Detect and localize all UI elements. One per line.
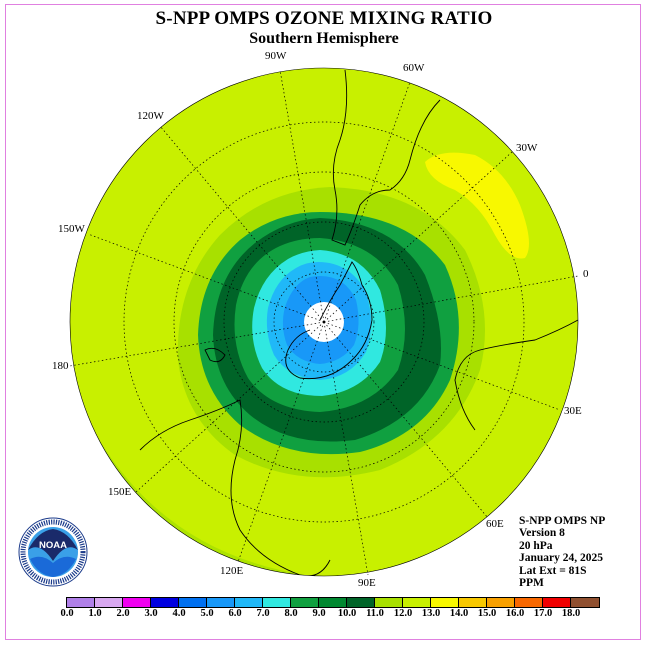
colorbar-tick-label: 12.0 xyxy=(393,608,413,619)
colorbar-cell xyxy=(403,598,431,607)
latitude-circle xyxy=(123,121,525,523)
colorbar-tick-label: 3.0 xyxy=(144,608,158,619)
south-america-coast xyxy=(331,69,441,246)
logo-bird xyxy=(28,529,78,561)
info-version: Version 8 xyxy=(519,527,565,540)
meridian-60w xyxy=(323,81,411,323)
colorbar-cell xyxy=(375,598,403,607)
lon-label-120e: 120E xyxy=(220,565,244,577)
colorbar-tick-label: 8.0 xyxy=(284,608,298,619)
colorbar-cell xyxy=(179,598,207,607)
latitude-circle xyxy=(223,221,425,423)
meridian-90w xyxy=(279,69,325,323)
colorbar-cell xyxy=(319,598,347,607)
meridian-60e xyxy=(323,321,489,519)
colorbar-cell xyxy=(459,598,487,607)
colorbar-cell xyxy=(291,598,319,607)
field-outer-band xyxy=(70,380,578,576)
colorbar-cell xyxy=(571,598,599,607)
lon-label-30e: 30E xyxy=(564,405,582,417)
field-yellow-maximum xyxy=(425,152,529,259)
info-instrument: S-NPP OMPS NP xyxy=(519,515,606,527)
colorbar-cell xyxy=(67,598,95,607)
colorbar-cell xyxy=(431,598,459,607)
colorbar-tick-label: 5.0 xyxy=(200,608,214,619)
map-border xyxy=(69,67,579,577)
colorbar-tick-label: 16.0 xyxy=(505,608,525,619)
colorbar-cell xyxy=(207,598,235,607)
lon-label-150w: 150W xyxy=(58,223,85,235)
lon-label-150e: 150E xyxy=(108,486,132,498)
colorbar-tick-label: 6.0 xyxy=(228,608,242,619)
lon-label-90w: 90W xyxy=(265,50,287,62)
lon-label-0: 0 xyxy=(583,268,589,280)
logo-wave xyxy=(30,556,76,577)
latitude-circle xyxy=(273,271,375,373)
colorbar-tick-label: 9.0 xyxy=(312,608,326,619)
colorbar-tick-label: 1.0 xyxy=(88,608,102,619)
meridian-180 xyxy=(69,321,325,367)
colorbar-cell xyxy=(347,598,375,607)
chart-title: S-NPP OMPS OZONE MIXING RATIO xyxy=(155,8,493,29)
noaa-logo: NOAA xyxy=(18,517,88,587)
africa-coast xyxy=(454,319,578,431)
colorbar-tick-label: 13.0 xyxy=(421,608,441,619)
colorbar-cell xyxy=(487,598,515,607)
info-block: S-NPP OMPS NP Version 8 20 hPa January 2… xyxy=(519,515,605,589)
meridian-120e xyxy=(237,321,325,563)
colorbar-tick-label: 18.0 xyxy=(561,608,581,619)
colorbar-tick-label: 10.0 xyxy=(337,608,357,619)
colorbar-cell xyxy=(515,598,543,607)
logo-wordmark: NOAA xyxy=(39,540,67,551)
lon-label-30w: 30W xyxy=(516,142,538,154)
coastlines xyxy=(139,69,578,576)
colorbar-cell xyxy=(543,598,571,607)
colorbar-tick-label: 11.0 xyxy=(366,608,384,619)
colorbar-cell xyxy=(235,598,263,607)
meridian-90e xyxy=(323,321,369,576)
meridian-0 xyxy=(323,275,579,323)
colorbar xyxy=(66,597,600,608)
new-zealand-coast xyxy=(204,347,226,363)
colorbar-tick-label: 14.0 xyxy=(449,608,469,619)
colorbar-tick-label: 4.0 xyxy=(172,608,186,619)
ozone-field xyxy=(70,68,578,576)
colorbar-tick-label: 15.0 xyxy=(477,608,497,619)
colorbar-cell xyxy=(263,598,291,607)
latitude-circle xyxy=(173,171,475,473)
colorbar-cell xyxy=(123,598,151,607)
logo-text-ring xyxy=(20,519,86,585)
lon-label-180: 180 xyxy=(52,360,69,372)
graticule xyxy=(69,69,579,576)
colorbar-tick-label: 17.0 xyxy=(533,608,553,619)
lon-label-60e: 60E xyxy=(486,518,504,530)
lon-label-120w: 120W xyxy=(137,110,164,122)
antarctic-peninsula xyxy=(285,261,373,380)
colorbar-tick-label: 7.0 xyxy=(256,608,270,619)
info-units: PPM xyxy=(519,577,544,590)
colorbar-tick-label: 0.0 xyxy=(60,608,74,619)
meridian-120w xyxy=(159,125,325,323)
colorbar-tick-label: 2.0 xyxy=(116,608,130,619)
lon-label-90e: 90E xyxy=(358,577,376,589)
figure-frame xyxy=(5,4,641,640)
chart-subtitle: Southern Hemisphere xyxy=(249,30,399,47)
colorbar-cell xyxy=(151,598,179,607)
info-lat-ext: Lat Ext = 81S xyxy=(519,564,587,577)
info-date: January 24, 2025 xyxy=(519,552,604,565)
lon-label-60w: 60W xyxy=(403,62,425,74)
colorbar-cell xyxy=(95,598,123,607)
info-level: 20 hPa xyxy=(519,539,553,552)
